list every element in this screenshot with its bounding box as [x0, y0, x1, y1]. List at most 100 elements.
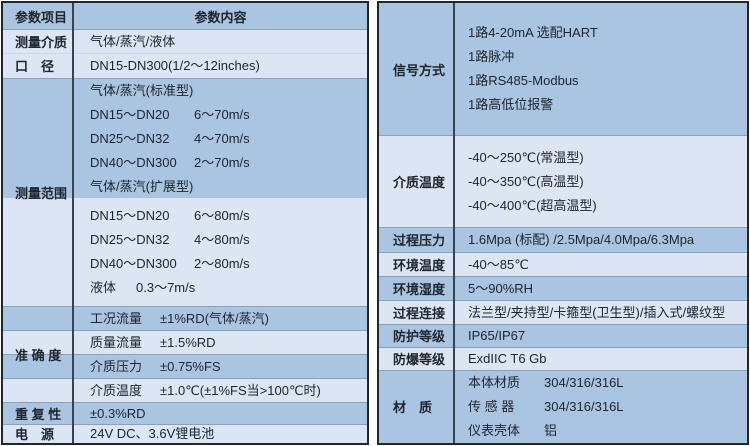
- spec-subitem: DN15～DN20: [90, 106, 170, 122]
- spec-row-band: 24V DC、3.6V锂电池: [3, 424, 367, 443]
- spec-value-line: DN15-DN300(1/2～12inches): [90, 58, 260, 73]
- spec-subitem: 质量流量: [90, 334, 143, 350]
- row-label: 防护等级: [379, 324, 455, 347]
- spec-value-line: 介质压力 ±0.75%FS: [3, 355, 367, 379]
- spec-group: 环境湿度 5～90%RH: [379, 276, 747, 300]
- row-label: 环境温度: [379, 252, 455, 276]
- spec-row-band: ExdIIC T6 Gb: [379, 347, 747, 370]
- spec-value-line: DN15～DN20 6～70m/s: [3, 103, 367, 127]
- spec-value-line: -40～85℃: [468, 256, 529, 272]
- spec-subitem: DN40～DN300: [90, 154, 177, 170]
- spec-subvalue: ±1%RD(气体/蒸汽): [160, 310, 269, 326]
- row-label: 防爆等级: [379, 347, 455, 370]
- spec-subitem: 液体: [90, 280, 117, 295]
- spec-group: 防护等级 IP65/IP67: [379, 324, 747, 347]
- spec-row-band: IP65/IP67: [379, 324, 747, 347]
- spec-value-line: 1.6Mpa (标配) /2.5Mpa/4.0Mpa/6.3Mpa: [468, 232, 695, 247]
- spec-row-band: 介质温度 ±1.0℃(±1%FS当>100℃时): [3, 378, 367, 402]
- spec-value-line: 气体/蒸汽(扩展型): [90, 178, 194, 194]
- spec-subvalue: 0.3～7m/s: [136, 280, 196, 295]
- spec-subvalue: ±1.5%RD: [160, 334, 216, 350]
- spec-subvalue: 6～70m/s: [194, 106, 250, 122]
- spec-value-line: 气体/蒸汽(标准型): [90, 82, 194, 98]
- spec-value-line: -40～250℃(常温型): [468, 149, 584, 165]
- spec-subitem: 介质压力: [90, 358, 143, 374]
- spec-subvalue: 铝: [544, 423, 558, 438]
- row-label: 过程连接: [379, 300, 455, 324]
- spec-value-line: ExdIIC T6 Gb: [468, 351, 547, 366]
- row-label: 测量范围: [3, 78, 74, 306]
- spec-group: 材 质本体材质 304/316/316L 传 感 器 304/316/316L 仪表壳体…: [379, 370, 747, 443]
- header-cell-param-item: 参数项目: [3, 3, 74, 29]
- spec-subvalue: 4～70m/s: [194, 130, 250, 146]
- spec-value-line: DN25～DN32 4～80m/s: [3, 228, 367, 252]
- spec-subitem: 介质温度: [90, 382, 143, 398]
- spec-table-right-body: 信号方式 1路4-20mA 选配HART 1路脉冲 1路RS485-Modbus 1路高…: [379, 3, 747, 443]
- spec-subvalue: 2～70m/s: [194, 154, 250, 170]
- spec-row-band: 气体/蒸汽(标准型) DN15～DN20 6～70m/s DN25～DN32 4～70m…: [3, 78, 367, 198]
- row-label: 介质温度: [379, 135, 455, 227]
- spec-group: 准 确 度工况流量 ±1%RD(气体/蒸汽) 质量流量 ±1.5%RD 介质压力 ±0.7…: [3, 306, 367, 402]
- row-label: 环境湿度: [379, 276, 455, 300]
- spec-subvalue: 304/316/316L: [544, 399, 624, 414]
- spec-group: 过程压力 1.6Mpa (标配) /2.5Mpa/4.0Mpa/6.3Mpa: [379, 227, 747, 252]
- spec-row-band: -40～85℃: [379, 252, 747, 276]
- spec-group: 环境温度 -40～85℃: [379, 252, 747, 276]
- spec-table-header: 参数项目 参数内容: [3, 3, 367, 29]
- spec-subvalue: 2～80m/s: [194, 256, 250, 271]
- spec-value-line: 24V DC、3.6V锂电池: [90, 426, 215, 441]
- spec-row-band: DN15-DN300(1/2～12inches): [3, 53, 367, 78]
- spec-group: 测量介质 气体/蒸汽/液体: [3, 29, 367, 53]
- spec-value-line: 工况流量 ±1%RD(气体/蒸汽): [3, 307, 367, 331]
- spec-value-line: 气体/蒸汽/液体: [90, 33, 176, 49]
- spec-value-line: 5～90%RH: [468, 280, 534, 296]
- spec-value-line: DN15～DN20 6～80m/s: [3, 204, 367, 228]
- spec-value-line: 1路4-20mA 选配HART: [468, 25, 598, 40]
- spec-row-band: ±0.3%RD: [3, 402, 367, 424]
- spec-value-line: DN25～DN32 4～70m/s: [3, 127, 367, 151]
- spec-group: 重 复 性 ±0.3%RD: [3, 402, 367, 424]
- spec-subitem: 工况流量: [90, 310, 143, 326]
- spec-group: 电 源 24V DC、3.6V锂电池: [3, 424, 367, 443]
- row-label: 过程压力: [379, 227, 455, 252]
- spec-row-band: 本体材质 304/316/316L 传 感 器 304/316/316L 仪表壳体 铝: [379, 370, 747, 443]
- spec-value-line: ±0.3%RD: [90, 405, 146, 421]
- spec-table-right: 信号方式 1路4-20mA 选配HART 1路脉冲 1路RS485-Modbus 1路高…: [377, 1, 749, 445]
- row-label: 信号方式: [379, 3, 455, 135]
- spec-value-line: 1路高低位报警: [468, 97, 554, 112]
- spec-group: 介质温度 -40～250℃(常温型) -40～350℃(高温型) -40～400℃(超…: [379, 135, 747, 227]
- spec-value-line: 传 感 器 304/316/316L: [379, 395, 747, 419]
- spec-subitem: DN25～DN32: [90, 232, 170, 247]
- row-label: 准 确 度: [3, 306, 74, 402]
- row-label: 重 复 性: [3, 402, 74, 424]
- spec-value-line: 本体材质 304/316/316L: [379, 371, 747, 395]
- spec-subvalue: ±0.75%FS: [160, 358, 221, 374]
- header-cell-param-content: 参数内容: [194, 9, 247, 25]
- spec-value-line: IP65/IP67: [468, 328, 526, 343]
- spec-row-band: 法兰型/夹持型/卡箍型(卫生型)/插入式/螺纹型: [379, 300, 747, 324]
- spec-table-left: 参数项目 参数内容 测量介质 气体/蒸汽/液体口 径 DN15-DN300(1/2～…: [1, 1, 369, 445]
- spec-row-band: DN15～DN20 6～80m/s DN25～DN32 4～80m/s DN40～DN3…: [3, 198, 367, 306]
- spec-value-line: DN40～DN300 2～80m/s: [3, 252, 367, 276]
- row-label: 测量介质: [3, 29, 74, 53]
- spec-group: 过程连接 法兰型/夹持型/卡箍型(卫生型)/插入式/螺纹型: [379, 300, 747, 324]
- spec-group: 测量范围 气体/蒸汽(标准型) DN15～DN20 6～70m/s DN25～DN32 4…: [3, 78, 367, 306]
- spec-row-band: 气体/蒸汽/液体: [3, 29, 367, 53]
- spec-subitem: 传 感 器: [468, 399, 515, 414]
- spec-subitem: 仪表壳体: [468, 423, 521, 438]
- spec-value-line: -40～400℃(超高温型): [468, 197, 597, 213]
- spec-row-band: 5～90%RH: [379, 276, 747, 300]
- spec-value-line: 液体 0.3～7m/s: [3, 276, 367, 300]
- spec-subitem: DN40～DN300: [90, 256, 177, 271]
- row-label: 电 源: [3, 424, 74, 443]
- spec-table-left-body: 测量介质 气体/蒸汽/液体口 径 DN15-DN300(1/2～12inches) 测…: [3, 29, 367, 443]
- spec-subvalue: 304/316/316L: [544, 375, 624, 390]
- spec-group: 防爆等级 ExdIIC T6 Gb: [379, 347, 747, 370]
- spec-row-band: 质量流量 ±1.5%RD: [3, 330, 367, 354]
- spec-value-line: 仪表壳体 铝: [379, 419, 747, 443]
- row-label: 口 径: [3, 53, 74, 78]
- spec-row-band: 工况流量 ±1%RD(气体/蒸汽): [3, 306, 367, 330]
- spec-subitem: DN25～DN32: [90, 130, 170, 146]
- spec-subitem: DN15～DN20: [90, 208, 170, 223]
